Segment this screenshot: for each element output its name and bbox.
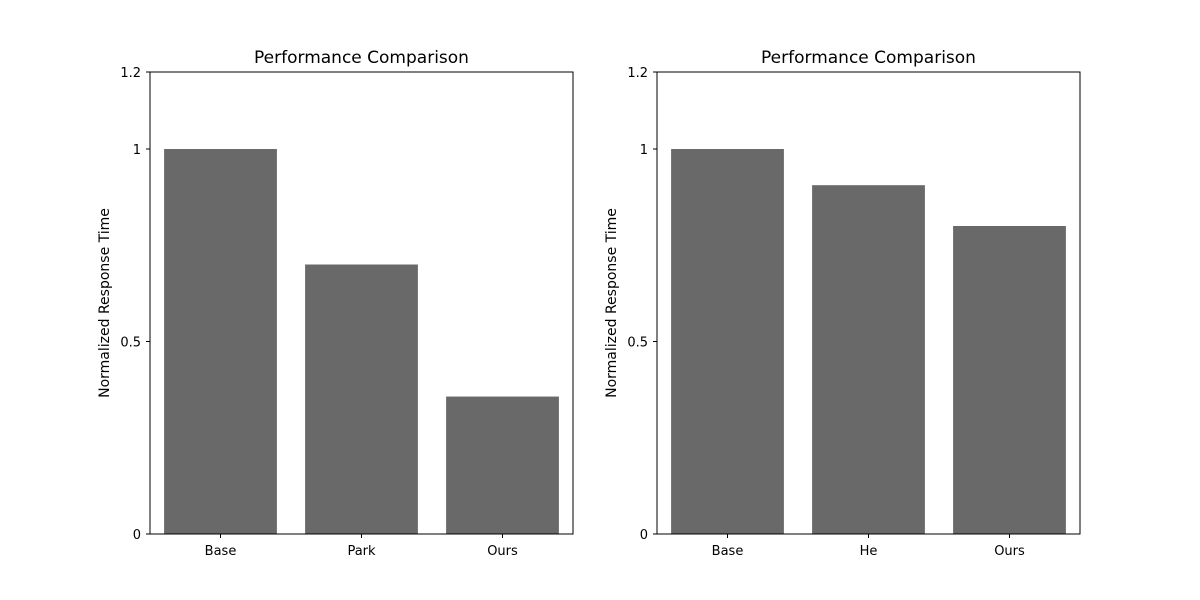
right-chart-title: Performance Comparison: [761, 48, 976, 68]
left-bar-park: [305, 264, 418, 534]
right-bar-base: [671, 149, 784, 534]
left-bar-ours: [446, 396, 559, 534]
right-bar-chart: Performance Comparison Normalized Respon…: [604, 48, 1081, 559]
right-x-tick-label: Ours: [994, 544, 1025, 559]
right-y-tick-label: 0: [640, 528, 648, 543]
left-y-tick-label: 0.5: [120, 336, 141, 351]
left-y-tick-label: 1: [133, 143, 141, 158]
right-y-axis-label: Normalized Response Time: [604, 208, 620, 398]
left-y-axis-label: Normalized Response Time: [97, 208, 113, 398]
left-x-tick-label: Park: [347, 544, 376, 559]
left-x-tick-label: Base: [205, 544, 237, 559]
right-bar-he: [812, 185, 925, 534]
left-x-tick-label: Ours: [487, 544, 518, 559]
right-plot-area: Base He Ours 0 0.5 1 1.2: [627, 66, 1081, 559]
right-bar-ours: [953, 226, 1066, 534]
left-axes-frame: [149, 71, 574, 535]
left-chart-title: Performance Comparison: [254, 48, 469, 68]
left-bar-chart: Performance Comparison Normalized Respon…: [97, 48, 574, 559]
right-axes-frame: [656, 71, 1081, 535]
left-plot-area: Base Park Ours 0 0.5 1 1.2: [120, 66, 574, 559]
left-bar-base: [164, 149, 277, 534]
right-y-tick-label: 0.5: [627, 336, 648, 351]
right-x-tick-label: Base: [712, 544, 744, 559]
left-y-tick-label: 0: [133, 528, 141, 543]
right-y-tick-label: 1: [640, 143, 648, 158]
left-y-tick-label: 1.2: [120, 66, 141, 81]
right-x-tick-label: He: [860, 544, 878, 559]
right-y-tick-label: 1.2: [627, 66, 648, 81]
